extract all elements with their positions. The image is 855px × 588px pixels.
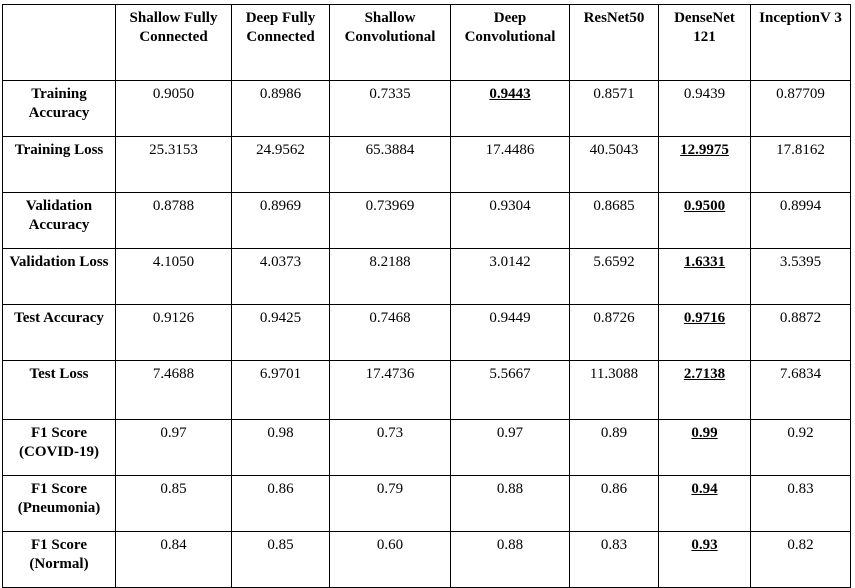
value-cell: 0.88	[450, 531, 570, 588]
best-value-cell: 0.99	[658, 419, 751, 476]
column-header: ResNet50	[569, 4, 659, 81]
value-cell: 0.97	[450, 419, 570, 476]
table-row: Training Loss 25.3153 24.9562 65.3884 17.448…	[2, 136, 851, 193]
value-cell: 17.4736	[329, 360, 451, 420]
value-cell: 0.8986	[231, 80, 330, 137]
row-label: Training Accuracy	[2, 80, 116, 137]
value-cell: 0.98	[231, 419, 330, 476]
column-header: Deep Convolutional	[450, 4, 570, 81]
table-row: Validation Accuracy 0.8788 0.8969 0.73969 0.…	[2, 192, 851, 249]
table-row: Test Accuracy 0.9126 0.9425 0.7468 0.9449 0.8…	[2, 304, 851, 361]
value-cell: 0.84	[115, 531, 232, 588]
column-header: Shallow Convolutional	[329, 4, 451, 81]
row-label: F1 Score (Pneumonia)	[2, 475, 116, 532]
value-cell: 5.6592	[569, 248, 659, 305]
value-cell: 0.9449	[450, 304, 570, 361]
best-value-cell: 2.7138	[658, 360, 751, 420]
header-row: Shallow Fully Connected Deep Fully Conne…	[2, 4, 851, 81]
value-cell: 0.86	[569, 475, 659, 532]
value-cell: 0.87709	[750, 80, 851, 137]
value-cell: 0.92	[750, 419, 851, 476]
value-cell: 5.5667	[450, 360, 570, 420]
value-cell: 11.3088	[569, 360, 659, 420]
value-cell: 0.8872	[750, 304, 851, 361]
value-cell: 0.9304	[450, 192, 570, 249]
value-cell: 0.8726	[569, 304, 659, 361]
value-cell: 0.8685	[569, 192, 659, 249]
table-row: Validation Loss 4.1050 4.0373 8.2188 3.0142 5…	[2, 248, 851, 305]
value-cell: 6.9701	[231, 360, 330, 420]
value-cell: 0.9050	[115, 80, 232, 137]
corner-cell	[2, 4, 116, 81]
value-cell: 65.3884	[329, 136, 451, 193]
value-cell: 0.83	[569, 531, 659, 588]
best-value-cell: 0.9500	[658, 192, 751, 249]
table-row: Training Accuracy 0.9050 0.8986 0.7335 0.944…	[2, 80, 851, 137]
row-label: Training Loss	[2, 136, 116, 193]
value-cell: 8.2188	[329, 248, 451, 305]
value-cell: 25.3153	[115, 136, 232, 193]
value-cell: 0.86	[231, 475, 330, 532]
row-label: Test Loss	[2, 360, 116, 420]
value-cell: 17.4486	[450, 136, 570, 193]
row-label: Validation Accuracy	[2, 192, 116, 249]
value-cell: 0.8994	[750, 192, 851, 249]
table-row: F1 Score (Pneumonia) 0.85 0.86 0.79 0.88 0.86…	[2, 475, 851, 532]
row-label: Validation Loss	[2, 248, 116, 305]
value-cell: 0.73	[329, 419, 451, 476]
value-cell: 3.0142	[450, 248, 570, 305]
value-cell: 0.9425	[231, 304, 330, 361]
value-cell: 7.4688	[115, 360, 232, 420]
row-label: F1 Score (COVID-19)	[2, 419, 116, 476]
table-row: Test Loss 7.4688 6.9701 17.4736 5.5667 11.308…	[2, 360, 851, 420]
best-value-cell: 0.94	[658, 475, 751, 532]
value-cell: 17.8162	[750, 136, 851, 193]
value-cell: 0.73969	[329, 192, 451, 249]
value-cell: 0.82	[750, 531, 851, 588]
value-cell: 0.89	[569, 419, 659, 476]
value-cell: 0.83	[750, 475, 851, 532]
row-label: F1 Score (Normal)	[2, 531, 116, 588]
value-cell: 0.97	[115, 419, 232, 476]
value-cell: 0.85	[231, 531, 330, 588]
column-header: Deep Fully Connected	[231, 4, 330, 81]
value-cell: 0.79	[329, 475, 451, 532]
best-value-cell: 0.93	[658, 531, 751, 588]
value-cell: 0.9126	[115, 304, 232, 361]
table-body: Training Accuracy 0.9050 0.8986 0.7335 0.944…	[2, 80, 851, 588]
value-cell: 40.5043	[569, 136, 659, 193]
value-cell: 0.60	[329, 531, 451, 588]
value-cell: 4.1050	[115, 248, 232, 305]
column-header: Shallow Fully Connected	[115, 4, 232, 81]
value-cell: 0.7335	[329, 80, 451, 137]
best-value-cell: 0.9443	[450, 80, 570, 137]
value-cell: 24.9562	[231, 136, 330, 193]
best-value-cell: 0.9716	[658, 304, 751, 361]
row-label: Test Accuracy	[2, 304, 116, 361]
value-cell: 4.0373	[231, 248, 330, 305]
value-cell: 3.5395	[750, 248, 851, 305]
column-header: InceptionV 3	[750, 4, 851, 81]
value-cell: 0.7468	[329, 304, 451, 361]
value-cell: 0.8969	[231, 192, 330, 249]
value-cell: 0.8571	[569, 80, 659, 137]
value-cell: 0.9439	[658, 80, 751, 137]
value-cell: 0.85	[115, 475, 232, 532]
table-row: F1 Score (Normal) 0.84 0.85 0.60 0.88 0.83 0.9…	[2, 531, 851, 588]
best-value-cell: 12.9975	[658, 136, 751, 193]
column-header: DenseNet 121	[658, 4, 751, 81]
value-cell: 0.8788	[115, 192, 232, 249]
value-cell: 7.6834	[750, 360, 851, 420]
best-value-cell: 1.6331	[658, 248, 751, 305]
model-comparison-table: Shallow Fully Connected Deep Fully Conne…	[2, 4, 851, 588]
table-row: F1 Score (COVID-19) 0.97 0.98 0.73 0.97 0.89 0…	[2, 419, 851, 476]
value-cell: 0.88	[450, 475, 570, 532]
